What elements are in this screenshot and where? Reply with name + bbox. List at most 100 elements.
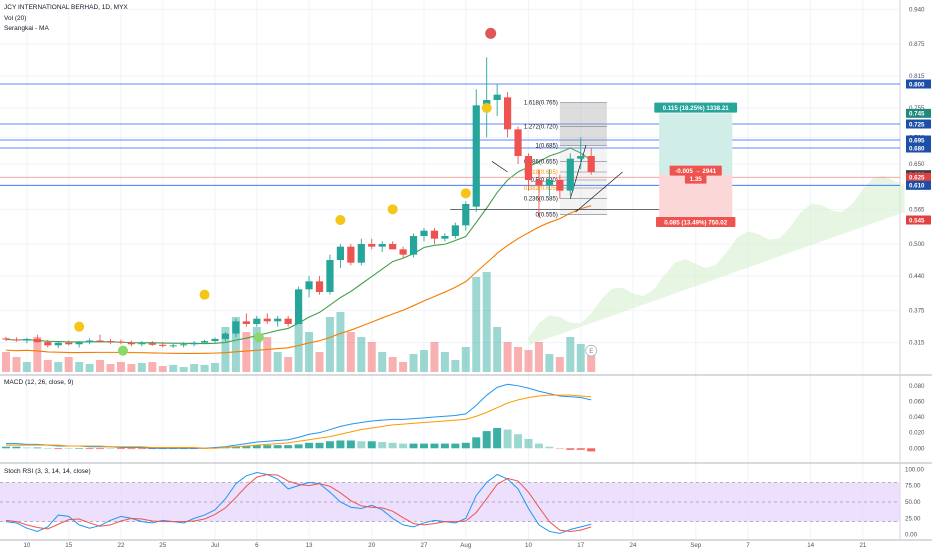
time-tick-label: 14 (807, 542, 814, 549)
volume-bar (420, 350, 428, 372)
candle-body (357, 244, 365, 263)
ma-orange-line (5, 205, 592, 354)
price-tag-box (906, 215, 931, 225)
candle-body (54, 342, 62, 346)
candle-body (535, 180, 543, 186)
volume-bar (231, 317, 240, 372)
volume-bar (503, 342, 512, 372)
macd-histogram-bar (315, 442, 324, 449)
volume-bar (263, 337, 272, 372)
price-tick-label: 0.315 (909, 340, 925, 347)
macd-histogram-bar (106, 448, 115, 449)
macd-histogram-bar (472, 437, 481, 449)
price-tag-label: 0.625 (909, 175, 925, 182)
volume-bar (127, 364, 136, 372)
macd-histogram-bar (137, 448, 146, 450)
position-mid-label-2-box (684, 173, 707, 184)
candle-body (587, 156, 595, 172)
macd-histogram-bar (399, 443, 408, 449)
time-tick-label: 17 (577, 542, 584, 549)
candle-body (117, 341, 125, 343)
price-tag-box (906, 180, 931, 190)
volume-bar (75, 362, 84, 372)
signal-dot-yellow (335, 215, 346, 225)
volume-bar (346, 332, 355, 372)
volume-bar (273, 352, 282, 372)
volume-bar (451, 360, 460, 372)
candle-body (483, 100, 491, 106)
time-tick-label: Jul (211, 542, 219, 549)
price-tag-box (906, 172, 931, 182)
macd-histogram-bar (430, 443, 439, 449)
position-target-label: 0.115 (18.25%) 1338.21 (663, 105, 730, 112)
volume-bar (587, 352, 596, 372)
fib-level-label: 1.618(0.765) (524, 101, 558, 107)
volume-bar (555, 357, 564, 372)
signal-dot-green (253, 332, 264, 343)
macd-histogram-bar (346, 440, 355, 449)
volume-bar (357, 337, 366, 372)
macd-histogram-bar (378, 442, 387, 449)
price-tag-box (906, 79, 931, 89)
candle-body (65, 342, 73, 345)
macd-histogram-bar (294, 444, 303, 449)
candle-body (368, 244, 376, 247)
price-tag-box (906, 143, 931, 153)
fib-level-label: 0.618(0.635) (524, 170, 558, 176)
candle-body (441, 236, 449, 239)
macd-histogram-bar (514, 434, 523, 449)
candle-body (545, 180, 553, 186)
stoch-label: Stoch RSI (3, 3, 14, 14, close) (4, 468, 91, 475)
macd-histogram-bar (75, 448, 84, 449)
macd-histogram-bar (482, 431, 491, 449)
candle-body (242, 321, 250, 324)
candle-body (23, 338, 31, 341)
stoch-tick-label: 0.00 (905, 532, 918, 539)
time-tick-label: 27 (421, 542, 428, 549)
macd-histogram-bar (534, 443, 543, 449)
time-tick-label: 10 (23, 542, 30, 549)
price-tag-label: 0.545 (909, 217, 925, 224)
price-tick-label: 0.875 (909, 41, 925, 48)
time-tick-label: 25 (159, 542, 166, 549)
candle-body (336, 246, 344, 260)
macd-histogram-bar (420, 443, 428, 449)
fib-level-label: 0.236(0.585) (524, 197, 558, 203)
macd-histogram-bar (54, 448, 63, 450)
volume-bar (137, 363, 146, 372)
macd-tick-label: 0.020 (909, 430, 925, 437)
candle-body (221, 333, 230, 339)
fib-level-label: 1(0.685) (535, 143, 557, 149)
macd-histogram-bar (461, 442, 470, 449)
signal-dot-yellow (387, 204, 398, 215)
position-stop-label-box (656, 217, 736, 227)
chart-title: JCY INTERNATIONAL BERHAD, 1D, MYX (4, 4, 128, 11)
macd-histogram-bar (2, 446, 10, 449)
volume-bar (545, 354, 554, 372)
trend-line (491, 161, 508, 173)
macd-histogram-bar (85, 448, 94, 450)
volume-bar (106, 364, 115, 372)
macd-tick-label: 0.040 (909, 414, 925, 421)
candle-body (577, 156, 585, 159)
volume-bar (294, 322, 303, 372)
macd-histogram-bar (388, 442, 397, 449)
candle-body (389, 244, 397, 250)
macd-histogram-bar (367, 441, 376, 449)
macd-histogram-bar (33, 447, 42, 449)
macd-histogram-bar (242, 445, 251, 449)
price-tag-label: 0.745 (909, 111, 925, 118)
fib-level-label: 0.382(0.605) (524, 186, 558, 192)
fib-zone-upper (559, 102, 607, 146)
position-mid-label-2: 1.35 (690, 176, 703, 183)
price-tag-box (906, 135, 931, 145)
candle-body (451, 225, 459, 236)
candle-body (180, 344, 188, 346)
candle-body (472, 105, 480, 207)
signal-dot-red (485, 27, 497, 39)
stoch-tick-label: 75.00 (905, 483, 921, 490)
volume-bar (315, 352, 324, 372)
price-tick-label: 0.940 (909, 6, 925, 13)
price-tag-label: 0.695 (909, 137, 925, 144)
